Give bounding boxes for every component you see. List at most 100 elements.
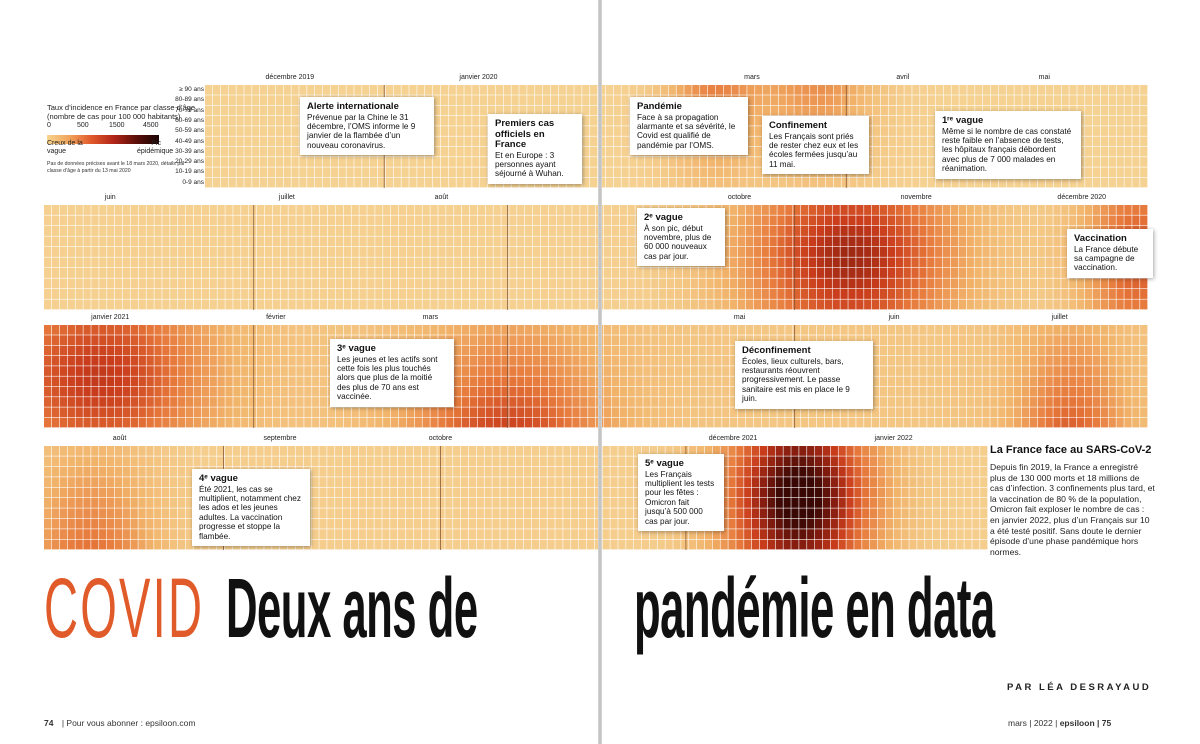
heatmap-cell	[1140, 355, 1148, 366]
heatmap-cell	[610, 466, 618, 477]
heatmap-cell	[484, 466, 492, 477]
heatmap-cell	[91, 446, 99, 456]
heatmap-cell	[563, 456, 571, 467]
heatmap-cell	[532, 247, 541, 257]
heatmap-cell	[233, 335, 241, 345]
heatmap-cell	[935, 278, 943, 289]
heatmap-cell	[1045, 95, 1054, 105]
heatmap-cell	[958, 376, 967, 387]
heatmap-cell	[1013, 397, 1022, 407]
heatmap-cell	[59, 325, 68, 335]
heatmap-cell	[621, 136, 629, 147]
heatmap-cell	[817, 177, 826, 188]
heatmap-cell	[872, 157, 881, 167]
heatmap-cell	[605, 136, 614, 147]
heatmap-cell	[1006, 355, 1014, 366]
heatmap-cell	[320, 268, 328, 278]
heatmap-cell	[264, 335, 273, 345]
heatmap-cell	[785, 226, 793, 236]
heatmap-cell	[572, 345, 580, 356]
heatmap-cell	[244, 85, 252, 95]
heatmap-cell	[684, 85, 692, 95]
heatmap-cell	[872, 376, 880, 387]
heatmap-cell	[1132, 95, 1140, 105]
heatmap-cell	[872, 407, 880, 418]
heatmap-cell	[335, 257, 344, 268]
heatmap-cell	[651, 386, 659, 397]
heatmap-cell	[532, 397, 541, 407]
heatmap-cell	[927, 95, 936, 105]
heatmap-cell	[67, 539, 75, 550]
heatmap-cell	[501, 376, 509, 387]
heatmap-cell	[540, 226, 549, 236]
heatmap-cell	[747, 105, 755, 116]
heatmap-cell	[643, 299, 651, 310]
heatmap-cell	[130, 407, 139, 418]
heatmap-cell	[304, 366, 312, 376]
heatmap-cell	[548, 278, 556, 289]
heatmap-cell	[904, 115, 912, 126]
heatmap-cell	[1132, 325, 1140, 335]
heatmap-cell	[816, 407, 825, 418]
heatmap-cell	[224, 456, 233, 467]
heatmap-cell	[1013, 268, 1022, 278]
heatmap-cell	[864, 325, 872, 335]
heatmap-cell	[1092, 177, 1101, 188]
heatmap-cell	[67, 355, 75, 366]
heatmap-cell	[682, 345, 691, 356]
heatmap-cell	[637, 157, 645, 167]
heatmap-cell	[720, 487, 728, 498]
heatmap-cell	[1013, 226, 1022, 236]
heatmap-cell	[430, 257, 438, 268]
heatmap-cell	[801, 205, 809, 215]
heatmap-cell	[793, 278, 801, 289]
heatmap-cell	[833, 85, 841, 95]
heatmap-cell	[343, 226, 351, 236]
heatmap-cell	[484, 456, 492, 467]
heatmap-cell	[698, 407, 706, 418]
heatmap-cell	[201, 236, 209, 247]
heatmap-cell	[1100, 325, 1108, 335]
heatmap-cell	[641, 446, 650, 456]
heatmap-cell	[83, 289, 91, 299]
heatmap-cell	[635, 376, 643, 387]
heatmap-cell	[990, 257, 998, 268]
heatmap-cell	[698, 386, 706, 397]
heatmap-cell	[335, 236, 344, 247]
heatmap-cell	[849, 105, 857, 116]
heatmap-cell	[730, 345, 738, 356]
heatmap-cell	[185, 456, 193, 467]
heatmap-cell	[493, 226, 501, 236]
heatmap-cell	[942, 257, 951, 268]
heatmap-cell	[44, 299, 52, 310]
heatmap-cell	[75, 529, 83, 539]
heatmap-cell	[201, 325, 209, 335]
heatmap-cell	[966, 345, 974, 356]
heatmap-cell	[469, 355, 478, 366]
heatmap-cell	[888, 85, 896, 95]
heatmap-cell	[359, 268, 367, 278]
heatmap-cell	[414, 289, 422, 299]
heatmap-cell	[1085, 167, 1093, 178]
heatmap-cell	[950, 355, 959, 366]
heatmap-cell	[122, 498, 130, 508]
heatmap-cell	[739, 157, 747, 167]
heatmap-cell	[320, 299, 328, 310]
heatmap-cell	[1116, 146, 1124, 157]
heatmap-cell	[319, 498, 327, 508]
heatmap-cell	[201, 205, 209, 215]
heatmap-cell	[706, 386, 714, 397]
heatmap-cell	[91, 529, 99, 539]
heatmap-cell	[304, 299, 312, 310]
heatmap-cell	[816, 325, 825, 335]
heatmap-cell	[556, 247, 564, 257]
heatmap-cell	[791, 529, 799, 539]
heatmap-cell	[775, 487, 783, 498]
heatmap-cell	[438, 236, 446, 247]
heatmap-cell	[722, 205, 730, 215]
heatmap-cell	[485, 417, 493, 428]
heatmap-cell	[895, 366, 903, 376]
heatmap-cell	[603, 376, 612, 387]
heatmap-cell	[421, 446, 429, 456]
heatmap-cell	[130, 268, 139, 278]
